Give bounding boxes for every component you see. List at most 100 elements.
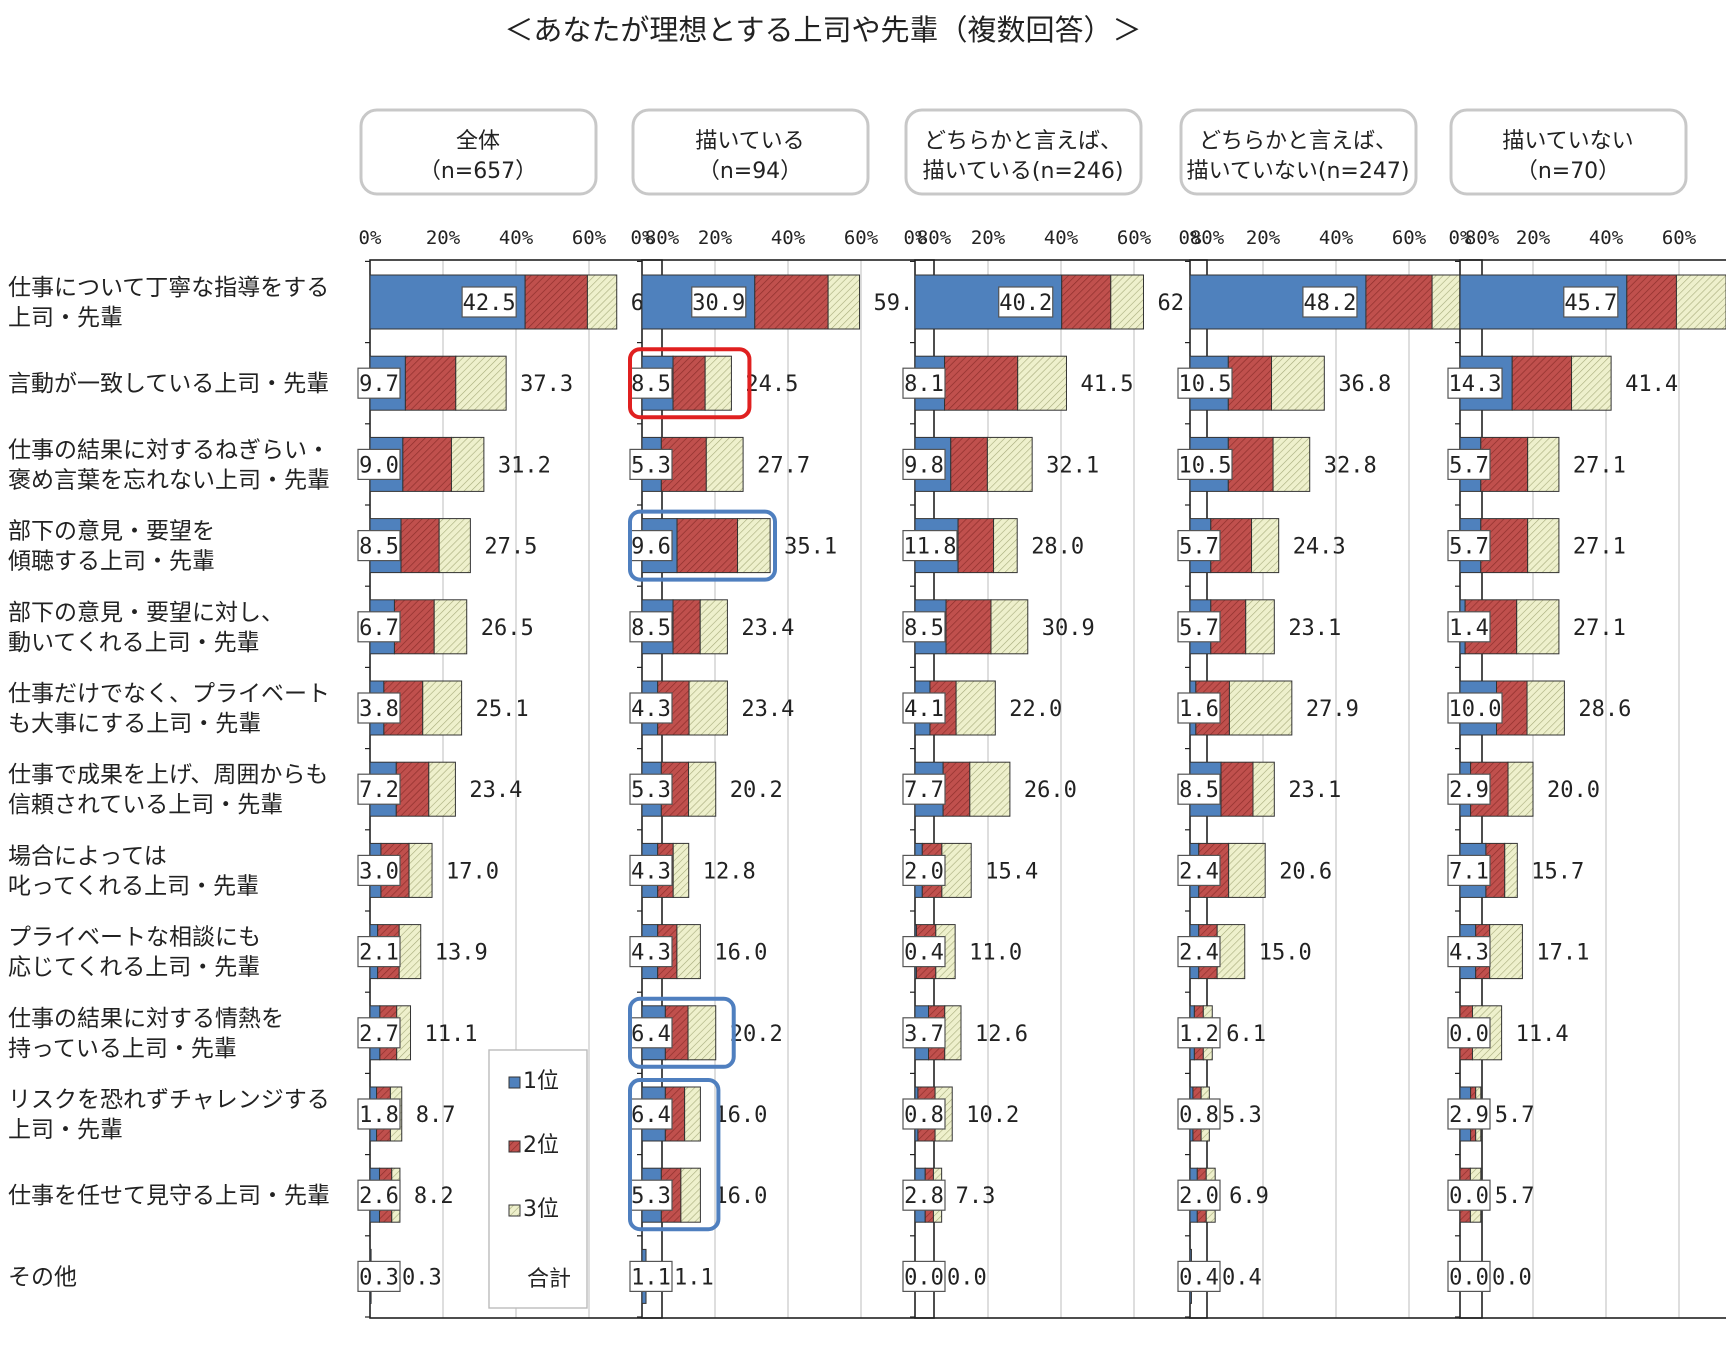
bar-rank3 (737, 518, 771, 574)
rank1-value-box (357, 773, 401, 805)
rank1-value-box (998, 286, 1054, 318)
rank1-value-label: 10.5 (1179, 372, 1232, 397)
total-value-label: 36.8 (1338, 372, 1391, 397)
rank1-value-label: 6.4 (631, 1103, 671, 1128)
rank1-value-label: 4.3 (631, 859, 671, 884)
category-label: 部下の意見・要望に対し、動いてくれる上司・先輩 (8, 600, 284, 656)
rank1-value-label: 7.1 (1449, 859, 1489, 884)
category-label-line: 動いてくれる上司・先輩 (8, 630, 260, 656)
total-value-label: 11.1 (425, 1022, 478, 1047)
rank1-value-label: 40.2 (999, 291, 1052, 316)
bar-rank3 (941, 842, 972, 898)
category-label: 場合によっては叱ってくれる上司・先輩 (8, 843, 259, 899)
category-label-line: 部下の意見・要望を (8, 519, 215, 545)
category-label-line: も大事にする上司・先輩 (8, 711, 261, 737)
rank1-value-label: 5.3 (631, 453, 671, 478)
panel-header-box (1179, 108, 1418, 196)
rank1-value-box (1447, 611, 1491, 643)
rank1-value-box (1447, 773, 1491, 805)
rank1-value-label: 1.4 (1449, 616, 1489, 641)
bar-rank3 (1527, 518, 1560, 574)
category-label: 仕事の結果に対する情熱を持っている上司・先輩 (8, 1006, 284, 1062)
total-value-label: 17.1 (1536, 941, 1589, 966)
panel-header-line: （n=657） (419, 159, 537, 184)
rank1-value-box (902, 529, 958, 562)
total-value-label: 30.9 (1042, 616, 1095, 641)
rank1-value-label: 10.5 (1179, 453, 1232, 478)
legend-total-label: 合計 (527, 1267, 571, 1292)
total-value-label: 15.7 (1531, 859, 1584, 884)
rank1-value-label: 9.6 (631, 535, 671, 560)
total-value-label: 20.6 (1279, 859, 1332, 884)
bar-rank3 (1489, 924, 1523, 980)
panel-header-line: 描いている(n=246) (923, 159, 1124, 184)
bar-rank2 (1496, 680, 1528, 736)
rank1-value-box (1447, 448, 1491, 480)
total-value-label: 13.9 (435, 941, 488, 966)
total-value-label: 12.8 (703, 859, 756, 884)
highlight-box (628, 347, 752, 420)
x-tick-label: 60% (1117, 227, 1152, 249)
rank1-value-label: 2.6 (359, 1184, 399, 1209)
bar-rank3 (438, 518, 471, 574)
bar-rank2 (944, 355, 1019, 411)
total-value-label: 0.0 (947, 1265, 987, 1290)
bar-rank3 (944, 1005, 962, 1061)
rank1-value-label: 14.3 (1449, 372, 1502, 397)
rank1-value-label: 8.5 (359, 535, 399, 560)
category-label-line: 場合によっては (8, 843, 167, 869)
x-tick-label: 20% (426, 227, 461, 249)
total-value-label: 22.0 (1009, 697, 1062, 722)
category-label-line: 部下の意見・要望に対し、 (8, 600, 284, 626)
bar-rank2 (524, 274, 588, 330)
total-value-label: 32.1 (1046, 453, 1099, 478)
bar-rank3 (969, 761, 1011, 817)
category-label-line: 言動が一致している上司・先輩 (8, 371, 329, 397)
category-label-line: 仕事の結果に対するねぎらい・ (8, 437, 330, 463)
bar-rank3 (455, 355, 507, 411)
rank1-value-box (1177, 773, 1221, 805)
rank1-value-label: 7.2 (359, 778, 399, 803)
bar-rank3 (450, 436, 485, 492)
bar-rank3 (687, 1005, 717, 1061)
total-value-label: 20.2 (730, 778, 783, 803)
bar-rank3 (586, 274, 618, 330)
x-tick-label: 40% (771, 227, 806, 249)
rank1-value-box (691, 286, 747, 318)
total-value-label: 7.3 (956, 1184, 996, 1209)
total-value-label: 27.1 (1573, 616, 1626, 641)
rank1-value-label: 9.8 (904, 453, 944, 478)
rank1-value-label: 2.4 (1179, 859, 1219, 884)
category-label-line: 仕事を任せて見守る上司・先輩 (8, 1183, 330, 1209)
total-value-label: 26.5 (481, 616, 534, 641)
x-tick-label: 0% (1179, 227, 1202, 249)
bar-rank2 (1227, 436, 1274, 492)
category-label: 言動が一致している上司・先輩 (8, 371, 329, 397)
legend-label-rank1: 1位 (523, 1069, 559, 1094)
legend-box (488, 1049, 588, 1309)
bar-rank2 (404, 355, 457, 411)
rank1-value-box (902, 611, 946, 643)
rank1-value-box (629, 1260, 673, 1293)
bar-rank2 (393, 599, 435, 655)
rank1-value-label: 9.0 (359, 453, 399, 478)
total-value-label: 27.1 (1573, 453, 1626, 478)
total-value-label: 41.5 (1080, 372, 1133, 397)
total-value-label: 16.0 (714, 1103, 767, 1128)
x-tick-label: 0% (631, 227, 654, 249)
total-value-label: 6.1 (1226, 1022, 1266, 1047)
total-value-label: 15.4 (985, 859, 1038, 884)
category-label-line: 上司・先輩 (8, 305, 123, 331)
total-value-label: 10.2 (966, 1103, 1019, 1128)
rank1-value-box (1177, 1017, 1221, 1049)
rank1-value-label: 1.2 (1179, 1022, 1219, 1047)
rank1-value-label: 0.0 (904, 1265, 944, 1290)
total-value-label: 20.2 (730, 1022, 783, 1047)
x-tick-label: 40% (1589, 227, 1624, 249)
bar-rank3 (1245, 599, 1275, 655)
rank1-value-box (629, 773, 673, 805)
bar-rank3 (1228, 680, 1293, 736)
rank1-value-box (902, 773, 946, 805)
category-label-line: 仕事で成果を上げ、周囲からも (8, 762, 328, 788)
rank1-value-box (1447, 1017, 1491, 1049)
